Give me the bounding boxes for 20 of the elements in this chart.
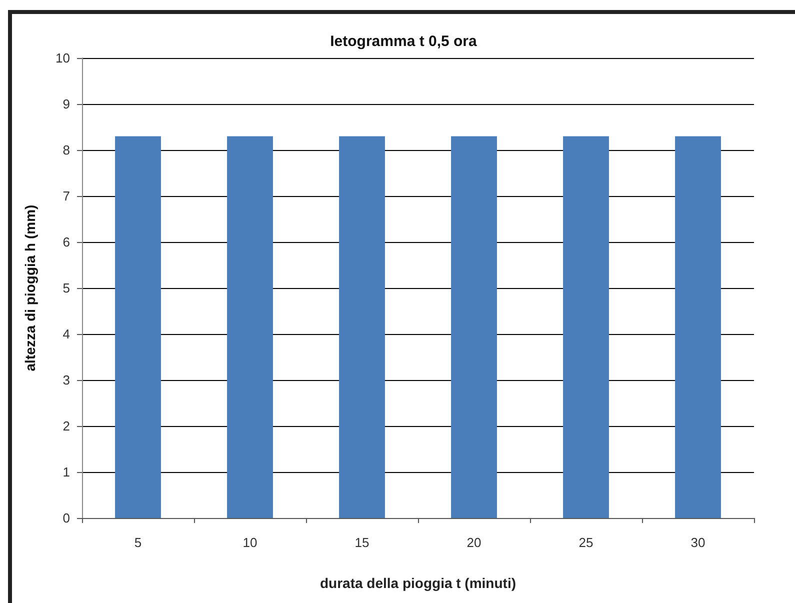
x-tick-label: 30 bbox=[690, 535, 706, 550]
y-tick-label: 1 bbox=[62, 464, 70, 480]
x-tick-label: 10 bbox=[242, 535, 258, 550]
y-tick-label: 5 bbox=[62, 280, 70, 296]
y-tick-label: 7 bbox=[62, 188, 70, 204]
y-tick-label: 10 bbox=[56, 50, 70, 66]
y-tick-label: 8 bbox=[62, 142, 70, 158]
y-tick-label: 9 bbox=[62, 96, 70, 112]
y-tick-label: 6 bbox=[62, 234, 70, 250]
x-axis-title: durata della pioggia t (minuti) bbox=[320, 575, 516, 591]
x-tick-label: 15 bbox=[354, 535, 370, 550]
y-tick-label: 2 bbox=[62, 418, 70, 434]
y-axis-title: altezza di pioggia h (mm) bbox=[22, 204, 38, 372]
chart-title: Ietogramma t 0,5 ora bbox=[330, 33, 478, 50]
y-tick-label: 4 bbox=[62, 326, 70, 342]
x-tick-label: 5 bbox=[134, 535, 142, 550]
y-tick-label: 3 bbox=[62, 372, 70, 388]
x-tick-label: 20 bbox=[466, 535, 482, 550]
x-tick-label: 25 bbox=[578, 535, 594, 550]
y-tick-label: 0 bbox=[62, 510, 70, 526]
